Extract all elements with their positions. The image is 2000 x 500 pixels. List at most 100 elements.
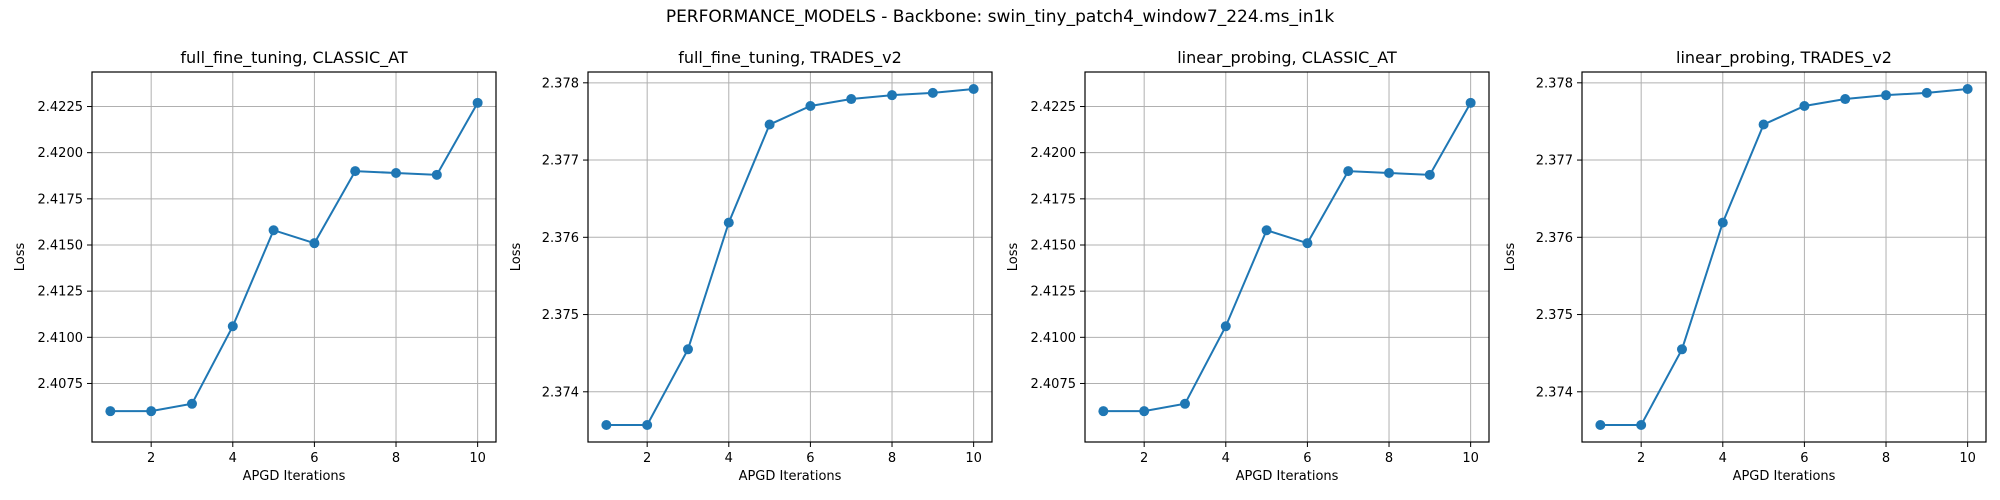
data-point	[1424, 169, 1435, 180]
figure-title: PERFORMANCE_MODELS - Backbone: swin_tiny…	[665, 7, 1335, 27]
data-point	[1676, 344, 1687, 355]
y-tick-label: 2.4125	[38, 285, 84, 300]
x-tick-label: 2	[1140, 451, 1148, 466]
x-tick-label: 10	[1462, 451, 1479, 466]
y-tick-label: 2.375	[1536, 308, 1573, 323]
data-point	[309, 238, 320, 249]
y-tick-label: 2.374	[542, 385, 579, 400]
y-tick-label: 2.376	[542, 231, 579, 246]
axes-frame	[91, 71, 497, 443]
x-tick-label: 4	[725, 451, 733, 466]
x-axis-label: APGD Iterations	[739, 469, 842, 484]
data-point	[1302, 238, 1313, 249]
data-point	[601, 420, 612, 431]
y-tick-label: 2.4225	[1031, 100, 1077, 115]
data-point	[723, 217, 734, 228]
data-point	[1384, 167, 1395, 178]
series-line	[1600, 87, 1968, 427]
data-point	[1220, 321, 1231, 332]
y-tick-label: 2.4225	[38, 100, 84, 115]
data-point	[887, 90, 898, 101]
y-tick-label: 2.375	[542, 308, 579, 323]
data-point	[1139, 406, 1150, 417]
subplot-4: 2 4 6 8 10 2.374 2.375 2.376 2.377 2.378 linear_pr…	[1503, 48, 1987, 484]
y-axis-label: Loss	[1006, 243, 1021, 272]
data-point	[1595, 420, 1606, 431]
x-axis-label: APGD Iterations	[1733, 469, 1836, 484]
x-tick-label: 6	[1800, 451, 1808, 466]
data-point	[846, 94, 857, 105]
x-tick-label: 2	[147, 451, 155, 466]
data-point	[1921, 87, 1932, 98]
data-point	[431, 169, 442, 180]
y-axis-label: Loss	[13, 243, 28, 272]
y-tick-label: 2.4175	[38, 192, 84, 207]
axes-frame	[1084, 71, 1490, 443]
data-point	[1758, 119, 1769, 130]
x-tick-label: 4	[1719, 451, 1727, 466]
data-point	[1881, 90, 1892, 101]
y-axis-label: Loss	[509, 243, 524, 272]
x-tick-label: 6	[310, 451, 318, 466]
data-point	[1840, 94, 1851, 105]
data-point	[764, 119, 775, 130]
data-point	[642, 420, 653, 431]
x-tick-label: 10	[469, 451, 486, 466]
series-line	[110, 102, 479, 413]
data-point	[1799, 100, 1810, 111]
x-axis-label: APGD Iterations	[243, 469, 346, 484]
y-tick-label: 2.378	[542, 76, 579, 91]
data-point	[391, 167, 402, 178]
x-tick-label: 8	[888, 451, 896, 466]
data-point	[105, 406, 116, 417]
x-tick-label: 2	[643, 451, 651, 466]
x-tick-label: 10	[1959, 451, 1976, 466]
data-point	[805, 100, 816, 111]
subplot-2: 2 4 6 8 10 2.374 2.375 2.376 2.377 2.378 full_fine…	[509, 48, 993, 484]
x-tick-label: 4	[229, 451, 237, 466]
y-tick-label: 2.377	[542, 154, 579, 169]
y-tick-label: 2.376	[1536, 231, 1573, 246]
data-point	[682, 344, 693, 355]
data-point	[186, 398, 197, 409]
x-tick-label: 4	[1222, 451, 1230, 466]
y-axis-label: Loss	[1503, 243, 1518, 272]
y-tick-label: 2.4175	[1031, 192, 1077, 207]
y-tick-label: 2.4100	[38, 331, 84, 346]
y-tick-label: 2.4200	[1031, 146, 1077, 161]
data-point	[146, 406, 157, 417]
x-tick-label: 6	[1303, 451, 1311, 466]
y-tick-label: 2.4150	[1031, 238, 1077, 253]
axes-frame	[587, 71, 993, 443]
data-point	[1962, 83, 1973, 94]
y-tick-label: 2.4075	[38, 377, 84, 392]
data-point	[1098, 406, 1109, 417]
data-point	[1261, 225, 1272, 236]
series-line	[606, 87, 974, 427]
data-point	[927, 87, 938, 98]
data-point	[268, 225, 279, 236]
data-point	[1179, 398, 1190, 409]
subplot-title: full_fine_tuning, TRADES_v2	[678, 48, 902, 68]
x-tick-label: 8	[1882, 451, 1890, 466]
data-point	[968, 83, 979, 94]
y-tick-label: 2.4150	[38, 238, 84, 253]
data-point	[350, 166, 361, 177]
data-point	[1636, 420, 1647, 431]
x-axis-label: APGD Iterations	[1236, 469, 1339, 484]
y-tick-label: 2.377	[1536, 154, 1573, 169]
data-point	[1343, 166, 1354, 177]
data-point	[472, 97, 483, 108]
y-tick-label: 2.4200	[38, 146, 84, 161]
subplot-title: linear_probing, TRADES_v2	[1676, 48, 1892, 68]
x-tick-label: 6	[806, 451, 814, 466]
data-point	[1465, 97, 1476, 108]
x-tick-label: 10	[965, 451, 982, 466]
axes-frame	[1581, 71, 1987, 443]
y-tick-label: 2.378	[1536, 76, 1573, 91]
x-tick-label: 8	[392, 451, 400, 466]
x-tick-label: 8	[1385, 451, 1393, 466]
data-point	[227, 321, 238, 332]
subplot-3: 2 4 6 8 10 2.4075 2.4100 2.4125 2.4150 2.4175 2.42…	[1006, 48, 1490, 484]
subplot-title: full_fine_tuning, CLASSIC_AT	[180, 48, 408, 68]
